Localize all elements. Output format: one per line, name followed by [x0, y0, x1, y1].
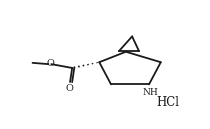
Text: HCl: HCl: [156, 96, 179, 109]
Text: O: O: [66, 84, 74, 93]
Text: NH: NH: [142, 87, 158, 96]
Text: O: O: [46, 59, 54, 68]
